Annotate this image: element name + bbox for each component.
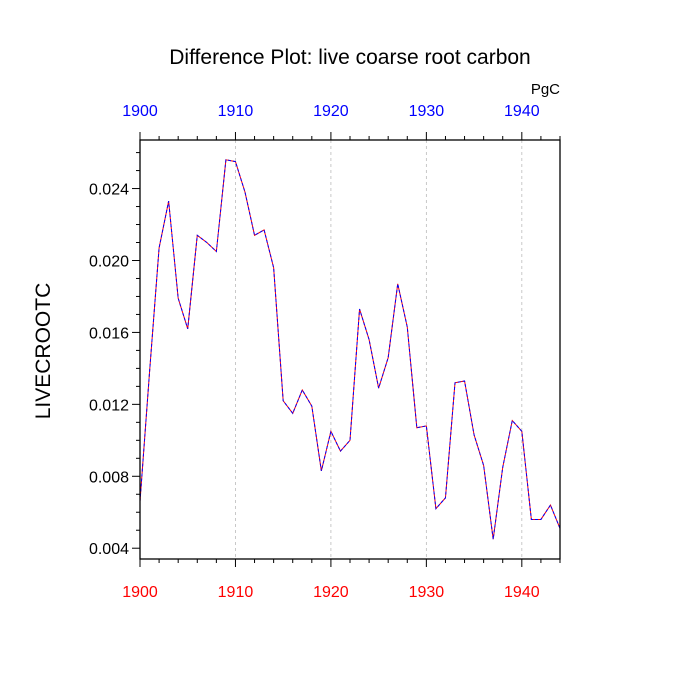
chart-title: Difference Plot: live coarse root carbon — [169, 46, 530, 69]
y-tick-label: 0.012 — [89, 397, 129, 414]
y-axis-label: LIVECROOTC — [32, 283, 55, 420]
data-series — [139, 159, 561, 540]
y-tick-label: 0.004 — [89, 541, 129, 558]
x-tick-label-top: 1940 — [504, 103, 540, 120]
x-tick-label-top: 1920 — [313, 103, 349, 120]
units-label: PgC — [531, 81, 560, 98]
x-tick-label-bottom: 1940 — [504, 584, 540, 601]
x-tick-label-bottom: 1910 — [218, 584, 254, 601]
grid-lines — [235, 140, 523, 559]
x-tick-label-top: 1930 — [409, 103, 445, 120]
x-tick-label-bottom: 1900 — [122, 584, 158, 601]
plot-frame — [139, 139, 561, 560]
y-tick-label: 0.008 — [89, 469, 129, 486]
x-tick-label-bottom: 1920 — [313, 584, 349, 601]
series-line-experiment — [139, 159, 561, 540]
x-tick-label-top: 1910 — [218, 103, 254, 120]
x-tick-label-bottom: 1930 — [409, 584, 445, 601]
y-tick-label: 0.020 — [89, 253, 129, 270]
y-tick-label: 0.016 — [89, 325, 129, 342]
x-tick-label-top: 1900 — [122, 103, 158, 120]
series-line-control — [139, 159, 561, 540]
tick-labels: 1900 1900 1910 1910 1920 1920 1930 1930 1940 1940… — [89, 103, 540, 601]
y-tick-label: 0.024 — [89, 182, 129, 199]
axis-ticks — [132, 132, 561, 567]
